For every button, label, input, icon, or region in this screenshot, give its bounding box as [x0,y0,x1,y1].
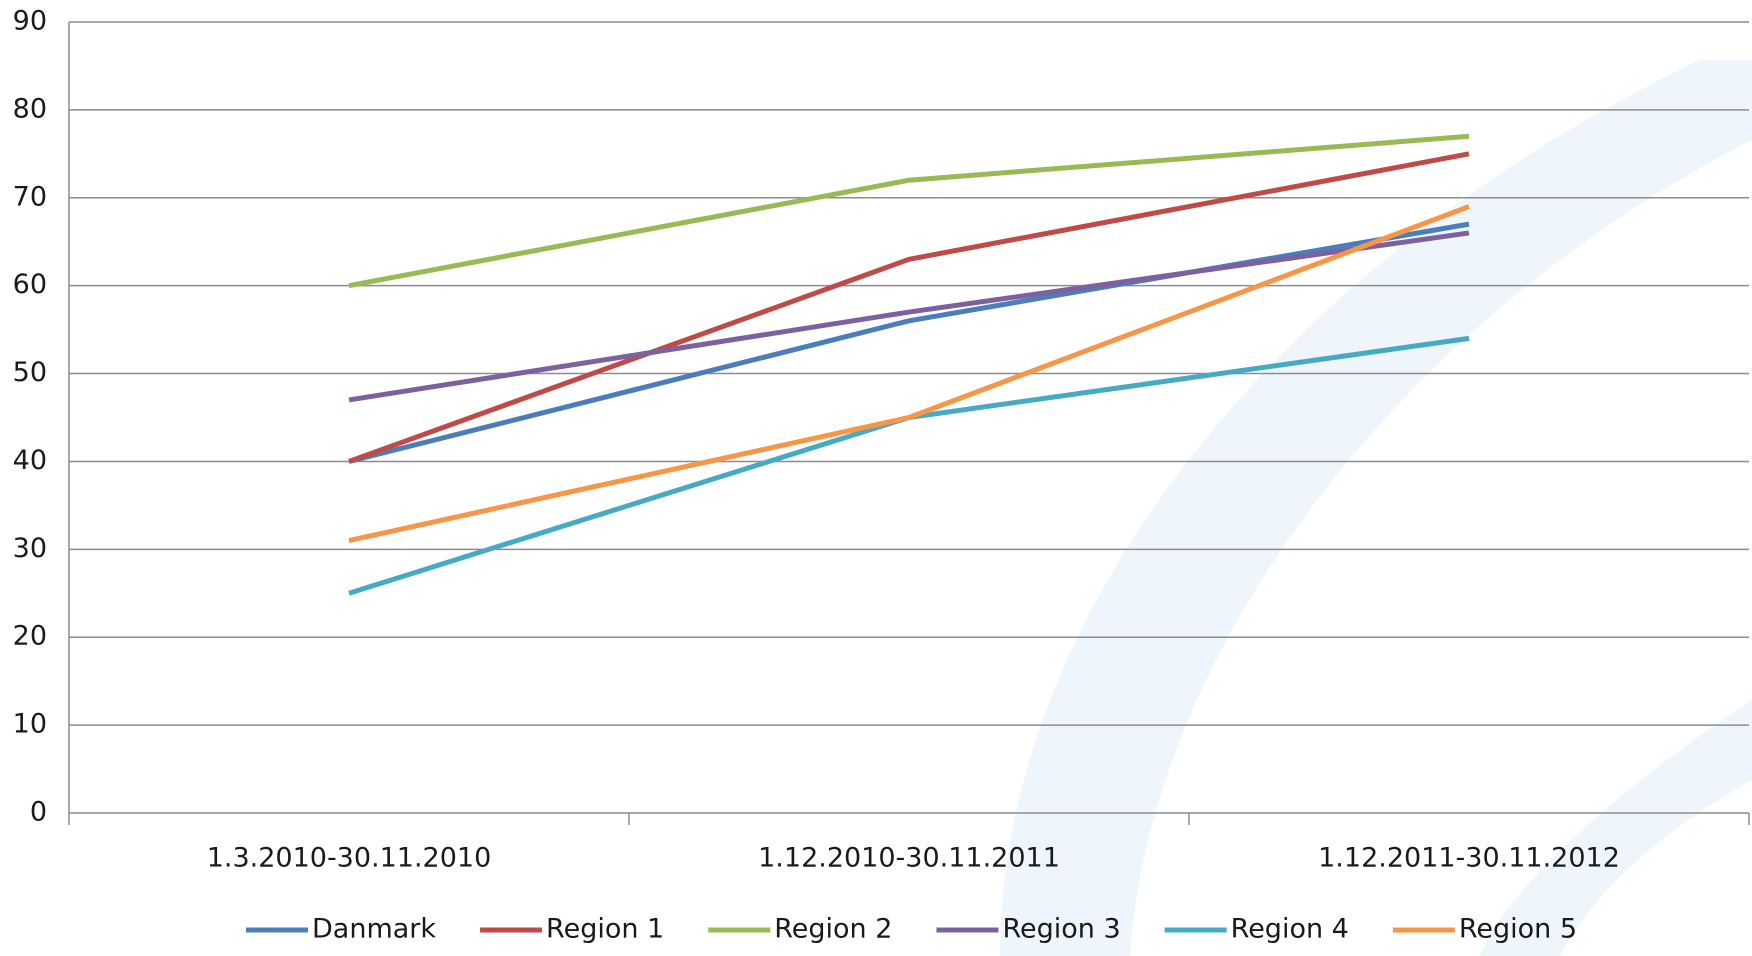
x-tick-label: 1.12.2010-30.11.2011 [758,843,1060,874]
series-line [348,151,1470,464]
legend-label: Region 5 [1459,914,1577,945]
series-line [348,221,1470,464]
series-line [348,204,1470,543]
legend-label: Danmark [312,914,436,945]
legend-label: Region 4 [1231,914,1349,945]
y-tick-label: 0 [30,797,47,828]
background-swoosh [1480,700,1752,956]
y-tick-label: 70 [13,181,47,212]
y-tick-label: 50 [13,357,47,388]
x-tick-label: 1.12.2011-30.11.2012 [1318,843,1620,874]
legend-label: Region 2 [774,914,892,945]
x-tick-label: 1.3.2010-30.11.2010 [207,843,492,874]
series-line [348,230,1470,403]
y-tick-label: 20 [13,621,47,652]
y-tick-label: 40 [13,445,47,476]
y-tick-label: 60 [13,269,47,300]
legend-label: Region 3 [1002,914,1120,945]
background-swoosh [1000,60,1752,956]
y-tick-label: 80 [13,93,47,124]
y-tick-label: 30 [13,533,47,564]
y-tick-label: 90 [13,6,47,37]
series-line [348,133,1470,289]
legend-label: Region 1 [546,914,664,945]
y-tick-label: 10 [13,709,47,740]
